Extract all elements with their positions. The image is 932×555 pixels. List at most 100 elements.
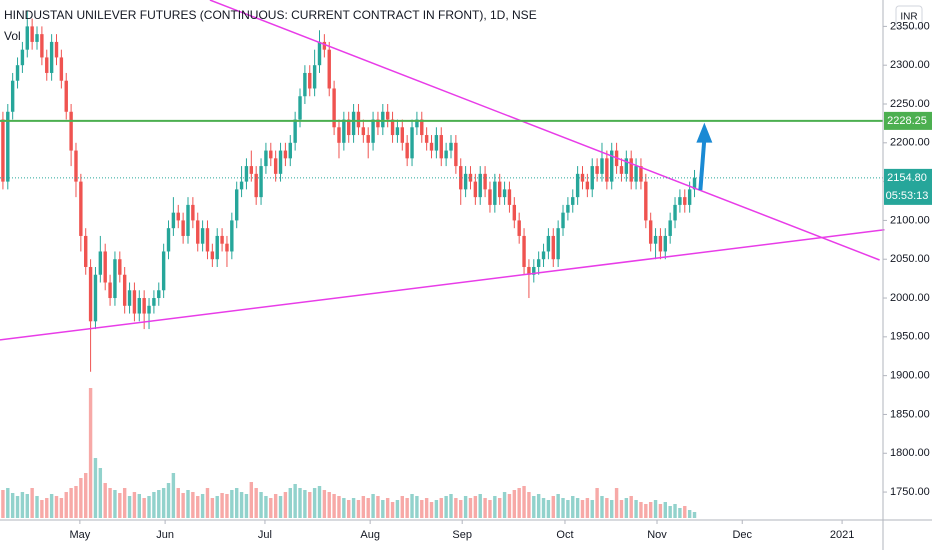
candle-body	[6, 111, 10, 182]
candle-body	[147, 305, 151, 314]
candle-body	[468, 173, 473, 182]
candle-body	[45, 57, 49, 73]
volume-bar	[10, 493, 15, 518]
volume-bar	[273, 494, 278, 518]
candle-body	[157, 290, 161, 299]
volume-bar	[497, 498, 502, 518]
volume-bar	[79, 478, 83, 518]
volume-bar	[59, 498, 64, 518]
volume-bar	[614, 488, 619, 518]
candle-body	[127, 290, 132, 306]
volume-bar	[575, 498, 580, 518]
candle-body	[249, 166, 254, 174]
candle-body	[322, 41, 327, 50]
candle-body	[88, 266, 93, 322]
candle-body	[191, 204, 195, 221]
x-tick-label: Sep	[452, 529, 472, 541]
volume-bar	[585, 498, 590, 518]
candle-body	[234, 189, 239, 221]
volume-bar	[118, 493, 122, 518]
candle-body	[205, 228, 210, 252]
volume-bar	[595, 488, 599, 518]
volume-bar	[244, 494, 249, 518]
candle-body	[215, 235, 219, 260]
candle-body	[566, 204, 570, 213]
volume-bar	[483, 498, 487, 518]
candle-body	[84, 235, 88, 267]
x-tick-label: Jun	[156, 529, 174, 541]
volume-bar	[312, 488, 317, 518]
volume-bar	[25, 494, 29, 518]
volume-bar	[249, 482, 254, 518]
candle-body	[54, 41, 59, 58]
candle-body	[366, 135, 370, 143]
volume-bar	[381, 500, 385, 518]
candle-body	[400, 127, 404, 143]
candle-body	[308, 72, 312, 89]
volume-bar	[98, 468, 103, 518]
candle-body	[449, 142, 453, 151]
y-tick-label: 1950.00	[890, 331, 930, 343]
volume-bar	[298, 488, 302, 518]
volume-bar	[20, 492, 25, 518]
volume-bar	[40, 500, 44, 518]
candle-body	[410, 127, 414, 159]
currency-box[interactable]	[895, 5, 923, 29]
volume-bar	[191, 492, 195, 518]
candle-body	[196, 220, 200, 244]
volume-bar	[390, 502, 395, 518]
volume-bar	[74, 486, 78, 518]
candle-body	[132, 290, 137, 314]
candle-body	[541, 251, 546, 260]
y-tick-label: 2300.00	[890, 59, 930, 71]
y-tick-label: 1850.00	[890, 408, 930, 420]
candle-body	[551, 235, 555, 260]
y-tick-label: 2350.00	[890, 20, 930, 32]
volume-bar	[653, 500, 658, 518]
candle-body	[673, 204, 677, 221]
volume-bar	[113, 490, 117, 518]
volume-bar	[327, 492, 331, 518]
candle-body	[298, 96, 302, 120]
candle-body	[171, 212, 176, 229]
candle-body	[420, 119, 424, 136]
candle-body	[293, 119, 297, 143]
candle-body	[166, 228, 171, 252]
volume-bar	[468, 498, 473, 518]
volume-bar	[337, 496, 341, 518]
volume-bar	[463, 496, 468, 518]
volume-bar	[644, 504, 648, 518]
volume-bar	[424, 498, 429, 518]
candle-body	[225, 243, 229, 252]
volume-bar	[278, 496, 283, 518]
volume-bar	[200, 494, 205, 518]
volume-bar	[673, 504, 677, 518]
volume-bar	[293, 484, 297, 518]
price-tag-label: 2228.25	[887, 115, 927, 127]
candle-body	[556, 228, 560, 260]
volume-bar	[137, 494, 141, 518]
volume-bar	[157, 490, 161, 518]
candle-body	[687, 189, 692, 205]
volume-bar	[288, 488, 292, 518]
volume-bar	[269, 498, 273, 518]
candle-body	[161, 251, 166, 291]
volume-bar	[215, 496, 219, 518]
candle-body	[439, 135, 443, 159]
volume-bar	[683, 506, 687, 518]
candle-body	[532, 266, 536, 275]
candle-body	[444, 150, 448, 159]
candle-body	[683, 197, 687, 205]
volume-bar	[488, 500, 492, 518]
candle-body	[502, 189, 507, 198]
candle-body	[1, 119, 5, 182]
volume-bar	[64, 492, 68, 518]
candle-body	[64, 80, 68, 112]
volume-bar	[678, 508, 682, 518]
candle-body	[424, 135, 429, 143]
candle-body	[176, 212, 180, 221]
volume-bar	[566, 500, 570, 518]
volume-bar	[239, 492, 244, 518]
volume-bar	[454, 498, 458, 518]
candle-body	[40, 34, 44, 58]
